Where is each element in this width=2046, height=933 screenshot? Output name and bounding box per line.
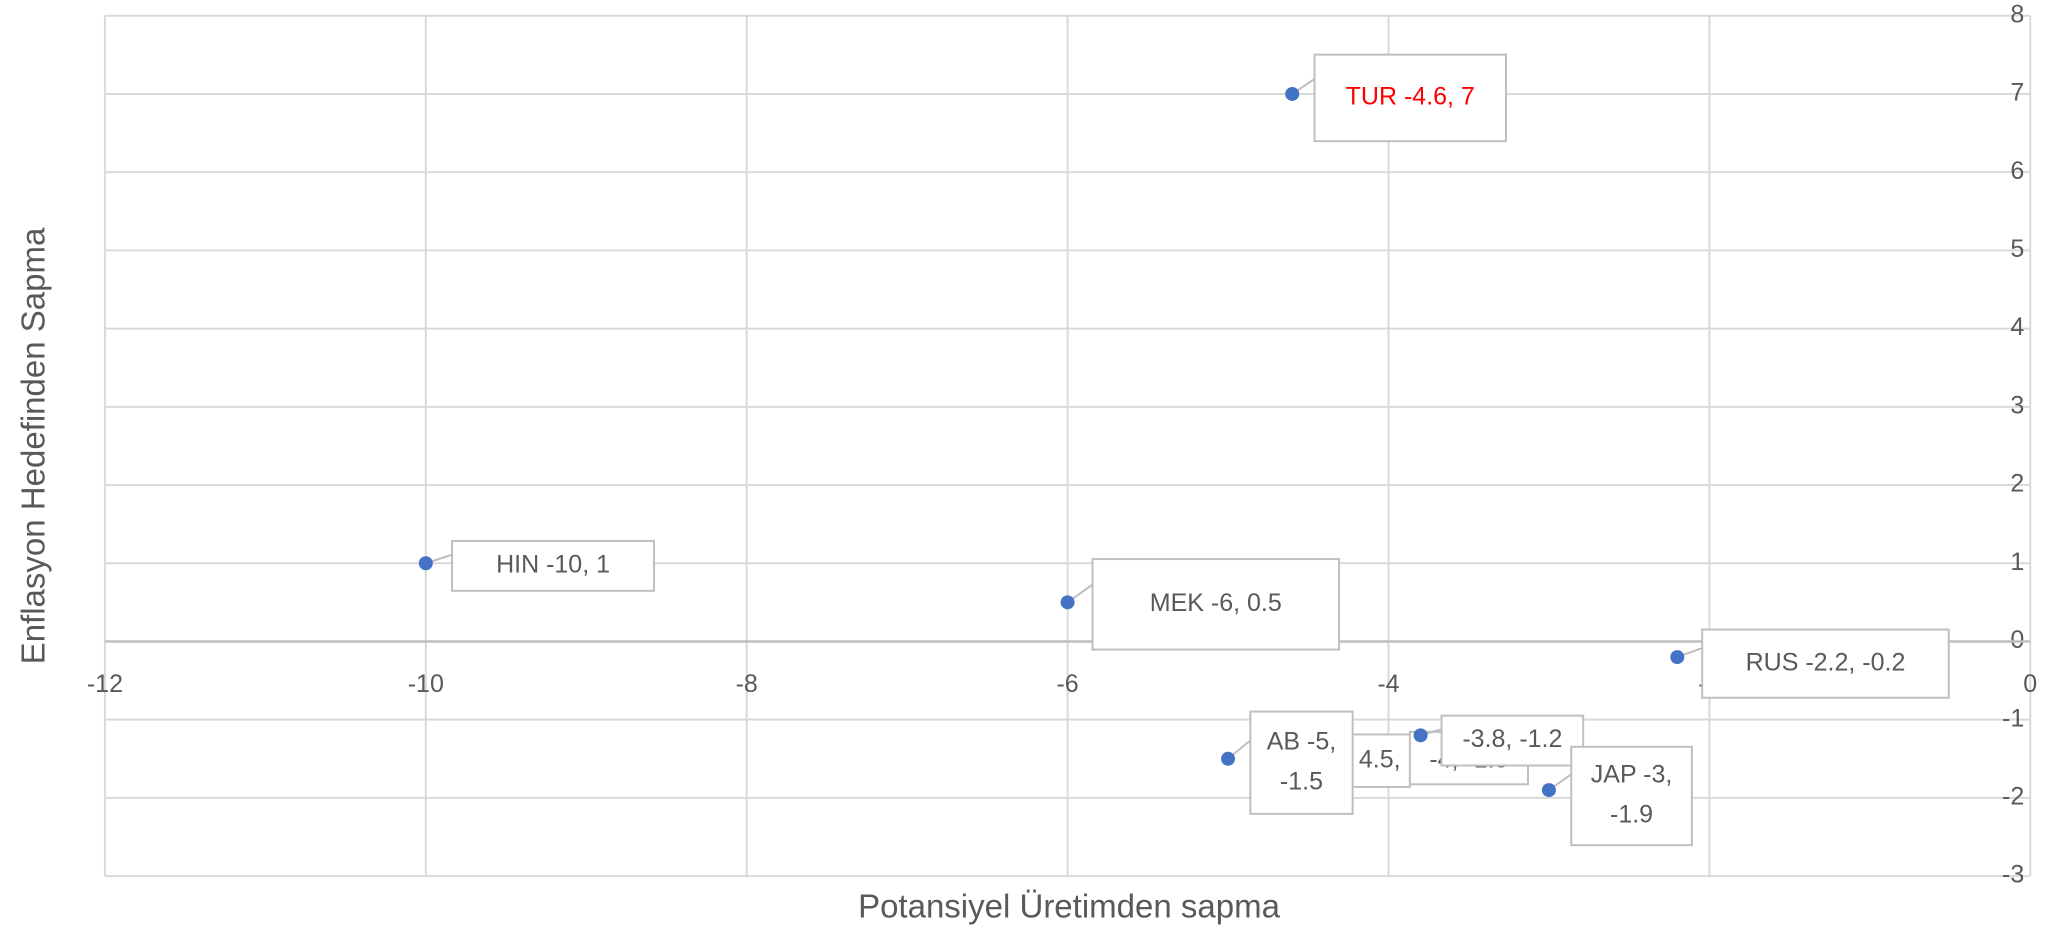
- label-box: [1091, 558, 1341, 651]
- x-tick-label: -12: [87, 670, 123, 698]
- point: [1413, 728, 1428, 743]
- data-label: AB -5,: [1267, 727, 1336, 755]
- x-tick-label: -10: [408, 670, 444, 698]
- x-tick-label: 0: [2023, 670, 2037, 698]
- annotation: 4.5,: [1359, 745, 1401, 773]
- label-box: [1313, 53, 1507, 143]
- point: [1541, 783, 1556, 798]
- data-label: TUR -4.6, 7: [1346, 82, 1475, 110]
- point: [1221, 751, 1236, 766]
- data-label: MEK -6, 0.5: [1150, 589, 1282, 617]
- x-axis-title: Potansiyel Üretimden sapma: [858, 888, 1281, 925]
- label-box: [1249, 710, 1354, 815]
- data-label: JAP -3,: [1591, 761, 1673, 789]
- data-label: HIN -10, 1: [496, 550, 610, 578]
- x-tick-label: -8: [736, 670, 758, 698]
- y-tick-label: 4: [2010, 313, 2024, 341]
- y-tick-label: 8: [2010, 0, 2024, 28]
- y-tick-label: 0: [2010, 626, 2024, 654]
- point: [1060, 595, 1075, 610]
- y-tick-label: 3: [2010, 391, 2024, 419]
- y-tick-label: -2: [2002, 783, 2024, 811]
- label-box: [1440, 714, 1585, 767]
- y-tick-label: 6: [2010, 157, 2024, 185]
- point: [1285, 86, 1300, 101]
- label-box: [1570, 745, 1693, 847]
- label-box: [451, 539, 656, 592]
- y-tick-label: 2: [2010, 470, 2024, 498]
- x-tick-label: -4: [1377, 670, 1399, 698]
- point: [1670, 650, 1685, 665]
- label-box: [1701, 628, 1950, 699]
- data-label: RUS -2.2, -0.2: [1746, 648, 1906, 676]
- y-tick-label: 5: [2010, 235, 2024, 263]
- data-label: -1.9: [1610, 801, 1653, 829]
- y-axis-title: Enflasyon Hedefinden Sapma: [15, 227, 52, 664]
- x-tick-label: -6: [1056, 670, 1078, 698]
- data-label: -3.8, -1.2: [1462, 725, 1562, 753]
- y-tick-label: -1: [2002, 704, 2024, 732]
- y-tick-label: 7: [2010, 79, 2024, 107]
- point: [418, 556, 433, 571]
- data-label: -1.5: [1280, 767, 1323, 795]
- y-tick-label: -3: [2002, 861, 2024, 889]
- y-tick-label: 1: [2010, 548, 2024, 576]
